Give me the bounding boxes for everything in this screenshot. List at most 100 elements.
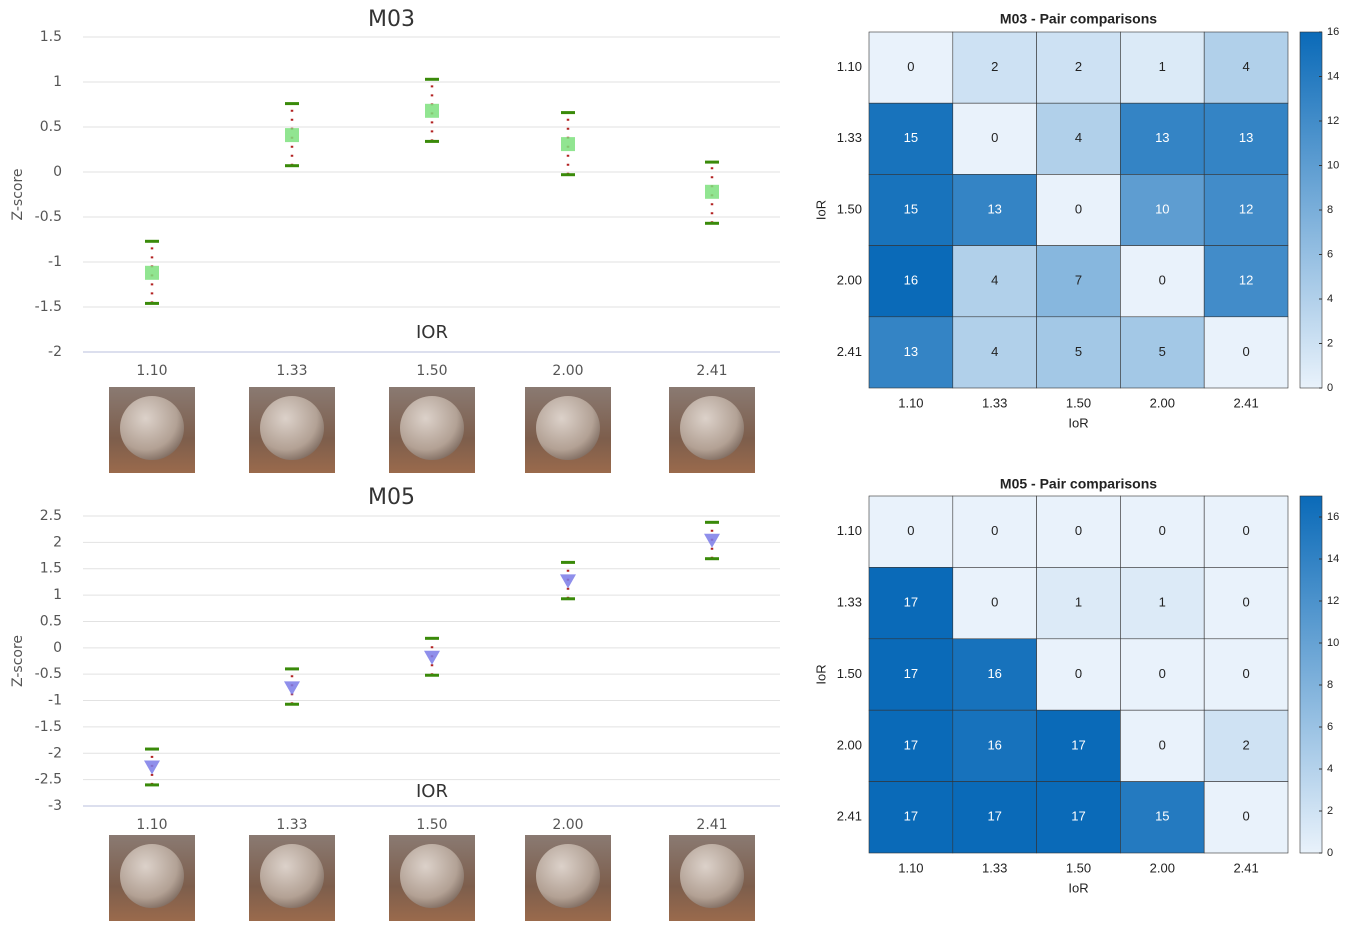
x-axis-label: IOR bbox=[416, 781, 448, 802]
cell-label: 0 bbox=[1242, 523, 1249, 538]
marker bbox=[705, 185, 719, 199]
x-tick-label: 1.50 bbox=[1066, 395, 1091, 410]
chart-title: M05 - Pair comparisons bbox=[1000, 476, 1157, 492]
colorbar-tick-label: 16 bbox=[1327, 511, 1339, 523]
cell-label: 4 bbox=[1242, 59, 1249, 74]
cell-label: 0 bbox=[991, 595, 998, 610]
colorbar-tick-label: 8 bbox=[1327, 204, 1333, 216]
cell-label: 0 bbox=[1075, 201, 1082, 216]
thumbnail-sphere bbox=[400, 844, 464, 908]
cell-label: 12 bbox=[1239, 273, 1253, 288]
y-tick-label: 1.5 bbox=[40, 29, 62, 45]
cell-label: 0 bbox=[907, 523, 914, 538]
thumbnail-sphere bbox=[680, 844, 744, 908]
cell-label: 15 bbox=[1155, 809, 1169, 824]
y-tick-label: -0.5 bbox=[35, 666, 62, 682]
cell-label: 0 bbox=[1242, 666, 1249, 681]
cell-label: 17 bbox=[987, 809, 1001, 824]
cell-label: 17 bbox=[904, 595, 918, 610]
colorbar-tick-label: 0 bbox=[1327, 847, 1333, 859]
colorbar bbox=[1300, 32, 1322, 388]
y-tick-label: 1.10 bbox=[837, 523, 862, 538]
colorbar-tick-label: 10 bbox=[1327, 159, 1339, 171]
x-tick-label: 2.41 bbox=[1233, 860, 1258, 875]
y-tick-label: 2.00 bbox=[837, 273, 862, 288]
cell-label: 16 bbox=[904, 273, 918, 288]
y-tick-label: 0 bbox=[53, 640, 62, 656]
y-tick-label: 1.10 bbox=[837, 59, 862, 74]
cell-label: 16 bbox=[987, 666, 1001, 681]
y-tick-label: 1.5 bbox=[40, 561, 62, 577]
x-tick-label: 1.33 bbox=[276, 817, 307, 833]
cell-label: 2 bbox=[1242, 737, 1249, 752]
colorbar-tick-label: 14 bbox=[1327, 553, 1339, 565]
cell-label: 5 bbox=[1075, 344, 1082, 359]
y-tick-label: -1.5 bbox=[35, 299, 62, 315]
y-tick-label: -2 bbox=[48, 344, 62, 360]
x-tick-label: 2.00 bbox=[552, 817, 583, 833]
cell-label: 0 bbox=[1242, 344, 1249, 359]
thumbnail-sphere bbox=[536, 844, 600, 908]
chart-title: M03 bbox=[368, 7, 415, 32]
cell-label: 0 bbox=[991, 130, 998, 145]
cell-label: 1 bbox=[1075, 595, 1082, 610]
y-tick-label: -1 bbox=[48, 693, 62, 709]
x-tick-label: 1.10 bbox=[136, 817, 167, 833]
colorbar-tick-label: 12 bbox=[1327, 595, 1339, 607]
colorbar-tick-label: 14 bbox=[1327, 70, 1339, 82]
y-tick-label: 1 bbox=[53, 587, 62, 603]
cell-label: 15 bbox=[904, 130, 918, 145]
y-axis-label: Z-score bbox=[10, 635, 26, 687]
x-tick-label: 2.41 bbox=[1233, 395, 1258, 410]
x-tick-label: 1.10 bbox=[898, 395, 923, 410]
colorbar-tick-label: 10 bbox=[1327, 637, 1339, 649]
colorbar-tick-label: 8 bbox=[1327, 679, 1333, 691]
marker bbox=[560, 574, 576, 588]
cell-label: 4 bbox=[991, 273, 998, 288]
cell-label: 13 bbox=[904, 344, 918, 359]
y-tick-label: 2.41 bbox=[837, 344, 862, 359]
x-tick-label: 2.00 bbox=[1150, 860, 1175, 875]
colorbar-tick-label: 2 bbox=[1327, 337, 1333, 349]
y-tick-label: 1.50 bbox=[837, 666, 862, 681]
colorbar-tick-label: 12 bbox=[1327, 115, 1339, 127]
thumbnail-sphere bbox=[680, 396, 744, 460]
cell-label: 16 bbox=[987, 737, 1001, 752]
x-tick-label: 2.41 bbox=[696, 363, 727, 379]
cell-label: 1 bbox=[1159, 59, 1166, 74]
x-tick-label: 1.50 bbox=[1066, 860, 1091, 875]
x-tick-label: 2.00 bbox=[1150, 395, 1175, 410]
y-tick-label: 0.5 bbox=[40, 613, 62, 629]
cell-label: 13 bbox=[987, 201, 1001, 216]
y-tick-label: -0.5 bbox=[35, 209, 62, 225]
cell-label: 17 bbox=[1071, 809, 1085, 824]
y-tick-label: 2.00 bbox=[837, 737, 862, 752]
y-tick-label: 2.5 bbox=[40, 508, 62, 524]
y-tick-label: 1.33 bbox=[837, 130, 862, 145]
y-tick-label: 2 bbox=[53, 534, 62, 550]
y-tick-label: -2 bbox=[48, 745, 62, 761]
cell-label: 0 bbox=[991, 523, 998, 538]
cell-label: 15 bbox=[904, 201, 918, 216]
cell-label: 10 bbox=[1155, 201, 1169, 216]
colorbar-tick-label: 2 bbox=[1327, 805, 1333, 817]
cell-label: 0 bbox=[1075, 523, 1082, 538]
y-tick-label: 0.5 bbox=[40, 119, 62, 135]
cell-label: 0 bbox=[1159, 273, 1166, 288]
marker bbox=[424, 651, 440, 665]
thumbnail-sphere bbox=[120, 844, 184, 908]
colorbar-tick-label: 6 bbox=[1327, 248, 1333, 260]
y-axis-label: IoR bbox=[813, 664, 828, 684]
marker bbox=[284, 681, 300, 695]
y-tick-label: -3 bbox=[48, 798, 62, 814]
cell-label: 2 bbox=[991, 59, 998, 74]
chart-title: M05 bbox=[368, 485, 415, 510]
y-tick-label: 1.33 bbox=[837, 595, 862, 610]
marker bbox=[561, 137, 575, 151]
cell-label: 0 bbox=[1242, 809, 1249, 824]
x-axis-label: IOR bbox=[416, 322, 448, 343]
colorbar-tick-label: 4 bbox=[1327, 293, 1333, 305]
thumbnail-sphere bbox=[260, 396, 324, 460]
y-axis-label: Z-score bbox=[10, 168, 26, 220]
x-axis-label: IoR bbox=[1068, 880, 1088, 895]
